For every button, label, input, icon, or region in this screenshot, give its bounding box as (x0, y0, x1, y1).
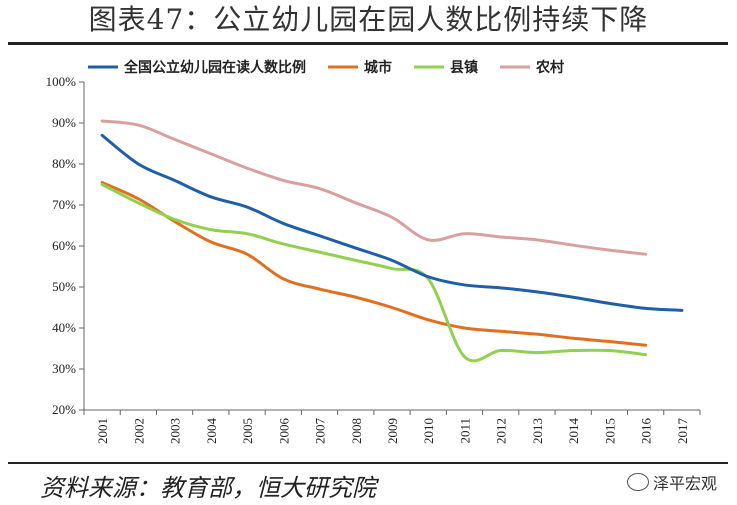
x-tick-label: 2004 (204, 418, 219, 445)
source-note: 资料来源：教育部，恒大研究院 (40, 474, 376, 502)
y-tick-label: 30% (52, 361, 76, 376)
legend-label-0: 全国公立幼儿园在读人数比例 (123, 59, 306, 76)
y-tick-label: 80% (52, 156, 76, 171)
x-tick-label: 2013 (530, 418, 545, 444)
x-tick-label: 2002 (131, 418, 146, 444)
series-line-3 (100, 119, 648, 256)
legend-label-1: 城市 (364, 59, 392, 76)
series-line-2 (100, 183, 648, 363)
y-tick-label: 90% (52, 115, 76, 130)
title-rule (8, 42, 728, 45)
legend-label-2: 县镇 (450, 59, 478, 76)
x-tick-label: 2007 (313, 418, 328, 445)
y-tick-label: 20% (52, 402, 76, 417)
x-tick-label: 2014 (566, 418, 581, 445)
x-tick-label: 2008 (349, 418, 364, 444)
x-tick-label: 2006 (276, 418, 291, 445)
chart-title: 图表47：公立幼儿园在园人数比例持续下降 (88, 3, 649, 36)
x-tick-label: 2005 (240, 418, 255, 444)
x-tick-label: 2017 (675, 418, 690, 445)
watermark-text: 泽平宏观 (652, 474, 717, 493)
series-line-0 (100, 133, 684, 312)
x-tick-label: 2001 (95, 418, 110, 444)
series-line-1 (100, 180, 648, 347)
y-tick-label: 60% (52, 238, 76, 253)
wechat-icon (626, 473, 649, 491)
watermark: 泽平宏观 (626, 470, 717, 494)
y-tick-label: 50% (52, 279, 76, 294)
x-tick-label: 2015 (602, 418, 617, 444)
y-tick-label: 40% (52, 320, 76, 335)
legend-label-3: 农村 (535, 59, 564, 76)
x-tick-label: 2009 (385, 418, 400, 444)
x-tick-label: 2011 (457, 418, 472, 444)
y-tick-label: 70% (52, 197, 76, 212)
x-tick-label: 2010 (421, 418, 436, 444)
x-tick-label: 2003 (168, 418, 183, 444)
x-tick-label: 2016 (639, 418, 654, 445)
y-tick-label: 100% (46, 74, 77, 89)
footer-rule (8, 462, 728, 464)
x-tick-label: 2012 (494, 418, 509, 444)
